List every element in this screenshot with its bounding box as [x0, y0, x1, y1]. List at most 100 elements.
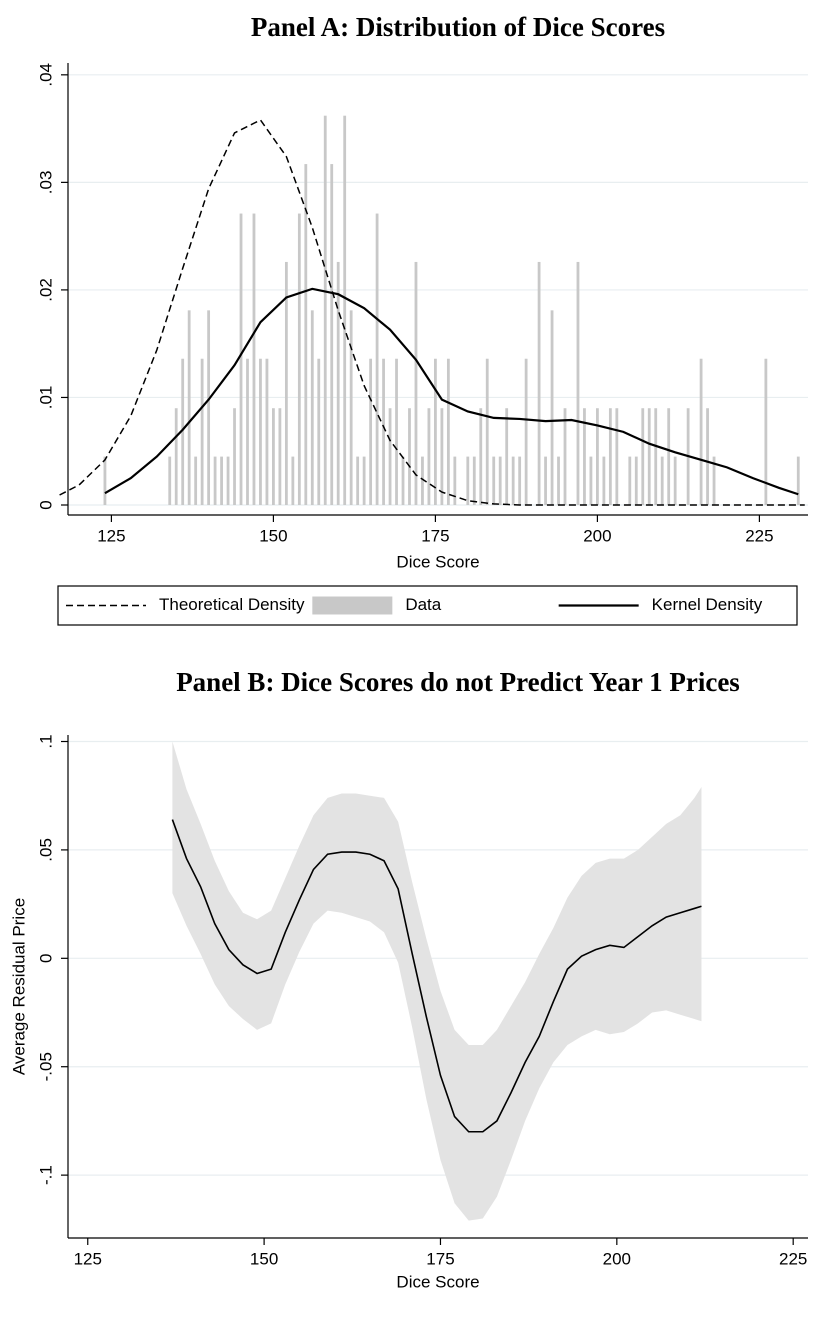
- bar: [220, 456, 223, 505]
- bar: [259, 358, 262, 505]
- y-tick-label: 0: [36, 954, 55, 963]
- bar: [272, 408, 275, 505]
- chart-title: Panel B: Dice Scores do not Predict Year…: [176, 667, 740, 697]
- bar: [673, 456, 677, 505]
- bar: [388, 408, 392, 505]
- bar: [505, 408, 509, 505]
- bar: [453, 456, 457, 505]
- bar: [336, 261, 340, 505]
- legend-label: Theoretical Density: [159, 595, 305, 614]
- bar: [207, 310, 211, 505]
- bar: [369, 358, 373, 505]
- bar: [233, 408, 236, 505]
- chart-title: Panel A: Distribution of Dice Scores: [251, 12, 665, 42]
- bar: [304, 164, 308, 505]
- x-tick-label: 200: [603, 1249, 631, 1268]
- bar: [213, 456, 217, 505]
- bar: [550, 310, 554, 505]
- y-tick-label: .03: [36, 171, 55, 195]
- x-tick-label: 125: [74, 1249, 102, 1268]
- bar: [401, 456, 405, 505]
- bar: [239, 213, 243, 505]
- bar: [563, 408, 567, 505]
- confidence-band: [172, 741, 702, 1221]
- legend-swatch: [312, 596, 393, 615]
- bar: [498, 456, 502, 505]
- bar: [408, 408, 411, 505]
- y-tick-label: .05: [36, 838, 55, 862]
- bar: [479, 408, 483, 505]
- x-tick-label: 125: [97, 526, 125, 545]
- bar: [297, 213, 301, 505]
- bar: [485, 358, 489, 505]
- bar: [647, 408, 651, 505]
- line: [171, 819, 702, 1133]
- bar: [660, 456, 664, 505]
- bar: [265, 358, 269, 505]
- bar: [194, 456, 198, 505]
- bar: [382, 358, 385, 505]
- bar: [252, 213, 256, 505]
- bar: [200, 358, 204, 505]
- bar: [434, 358, 437, 505]
- bar: [583, 408, 586, 505]
- bar: [427, 408, 431, 505]
- x-tick-label: 175: [426, 1249, 454, 1268]
- bar: [278, 408, 282, 505]
- bar: [310, 310, 314, 505]
- x-tick-label: 150: [259, 526, 287, 545]
- bar: [511, 456, 515, 505]
- bar: [492, 456, 496, 505]
- x-tick-label: 200: [583, 526, 611, 545]
- bar: [641, 408, 645, 505]
- line: [59, 119, 805, 506]
- x-tick-label: 225: [745, 526, 773, 545]
- x-tick-label: 225: [779, 1249, 807, 1268]
- y-tick-label: -.1: [36, 1165, 55, 1185]
- legend-label: Kernel Density: [652, 595, 763, 614]
- y-tick-label: .1: [36, 734, 55, 748]
- y-tick-label: .02: [36, 278, 55, 302]
- y-axis-label: Average Residual Price: [9, 898, 28, 1075]
- bar: [356, 456, 360, 505]
- bar: [628, 456, 632, 505]
- x-tick-label: 175: [421, 526, 449, 545]
- bar: [557, 456, 560, 505]
- bar: [330, 164, 334, 505]
- bar: [596, 408, 599, 505]
- bar: [764, 358, 768, 505]
- y-tick-label: .04: [36, 63, 55, 87]
- bar: [446, 358, 450, 505]
- bar: [349, 310, 353, 505]
- bar: [654, 408, 658, 505]
- bar: [187, 310, 191, 505]
- x-axis-label: Dice Score: [396, 552, 479, 571]
- bar: [395, 358, 398, 505]
- x-tick-label: 150: [250, 1249, 278, 1268]
- bar: [466, 456, 470, 505]
- bar: [608, 408, 612, 505]
- bar: [537, 261, 541, 505]
- bar: [362, 456, 366, 505]
- bar: [226, 456, 230, 505]
- bar: [706, 408, 709, 505]
- bar: [576, 261, 580, 505]
- bar: [472, 456, 476, 505]
- y-tick-label: -.05: [36, 1052, 55, 1081]
- bar: [414, 261, 418, 505]
- bar: [291, 456, 295, 505]
- bar: [544, 456, 547, 505]
- bar: [699, 358, 703, 505]
- bar: [343, 115, 347, 505]
- bar: [615, 408, 619, 505]
- bar: [712, 456, 716, 505]
- bar: [524, 358, 528, 505]
- bar: [634, 456, 638, 505]
- legend-label: Data: [405, 595, 441, 614]
- bar: [103, 456, 107, 505]
- bar: [589, 456, 593, 505]
- legend-box: [57, 585, 798, 626]
- bar: [246, 358, 249, 505]
